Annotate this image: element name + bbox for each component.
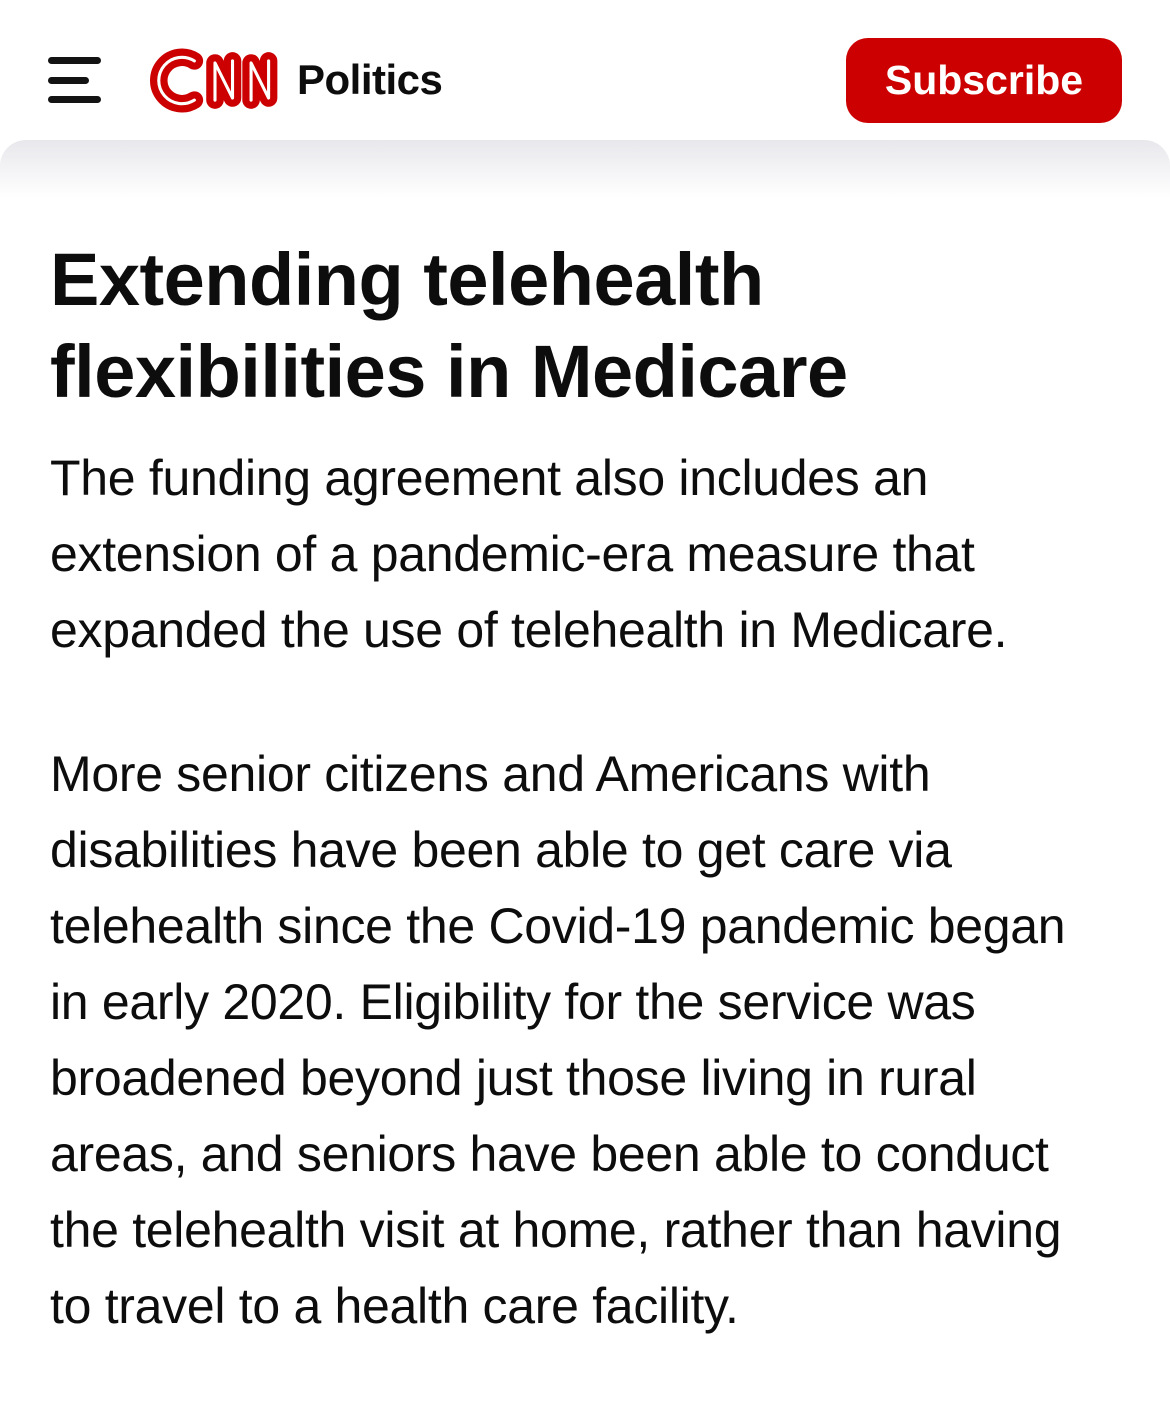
menu-button[interactable] bbox=[48, 56, 104, 104]
page-title: Extending telehealth flexibilities in Med… bbox=[50, 234, 1120, 418]
text-line: broadened beyond just those living in ru… bbox=[50, 1050, 977, 1106]
text-line: the telehealth visit at home, rather tha… bbox=[50, 1202, 1062, 1258]
text-line: to travel to a health care facility. bbox=[50, 1278, 739, 1334]
hamburger-icon bbox=[48, 76, 89, 84]
section-title[interactable]: Politics bbox=[297, 56, 443, 103]
cnn-logo-icon bbox=[150, 48, 278, 112]
text-line: More senior citizens and Americans with bbox=[50, 746, 931, 802]
text-line: Extending telehealth bbox=[50, 238, 764, 321]
text-line: extension of a pandemic-era measure that bbox=[50, 526, 975, 582]
text-line: telehealth since the Covid-19 pandemic b… bbox=[50, 898, 1066, 954]
text-line: flexibilities in Medicare bbox=[50, 330, 848, 413]
hamburger-icon bbox=[48, 57, 101, 64]
text-line: areas, and seniors have been able to con… bbox=[50, 1126, 1049, 1182]
subscribe-button[interactable]: Subscribe bbox=[846, 37, 1122, 123]
text-line: disabilities have been able to get care … bbox=[50, 822, 952, 878]
text-line: The funding agreement also includes an bbox=[50, 450, 929, 506]
brand-link[interactable]: Politics bbox=[148, 47, 443, 114]
text-line: expanded the use of telehealth in Medica… bbox=[50, 602, 1008, 658]
article-content: Extending telehealth flexibilities in Med… bbox=[0, 234, 1170, 1344]
header-shadow bbox=[0, 140, 1170, 198]
article-body-paragraph: More senior citizens and Americans with d… bbox=[50, 736, 1120, 1344]
text-line: in early 2020. Eligibility for the servi… bbox=[50, 974, 976, 1030]
app-header: Politics Subscribe bbox=[0, 0, 1170, 140]
article-lede-paragraph: The funding agreement also includes an ex… bbox=[50, 440, 1120, 668]
hamburger-icon bbox=[48, 96, 101, 103]
